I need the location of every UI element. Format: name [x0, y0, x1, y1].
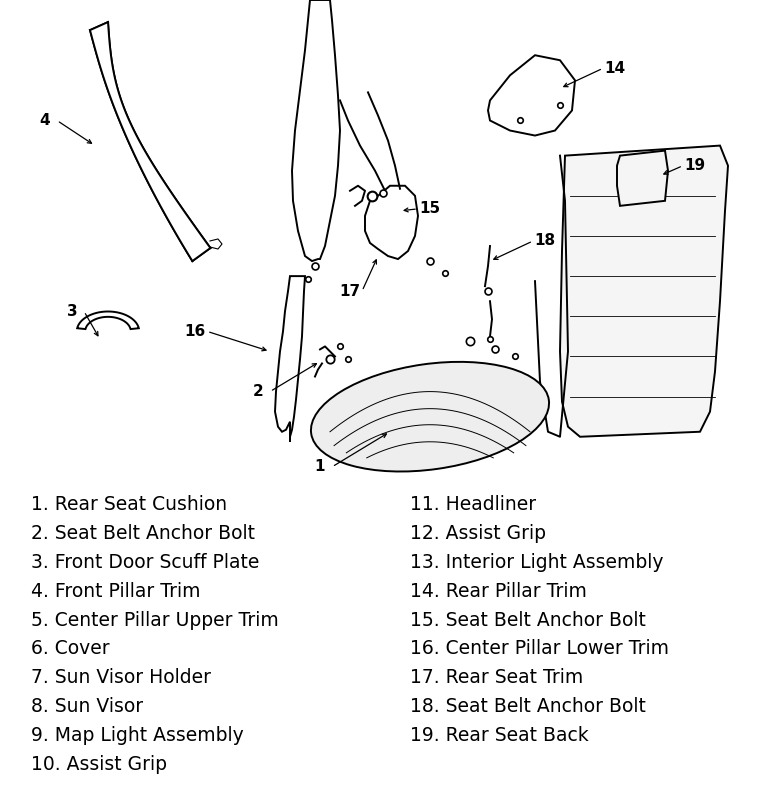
Polygon shape	[275, 276, 305, 441]
Text: 9. Map Light Assembly: 9. Map Light Assembly	[31, 726, 243, 745]
Text: 17: 17	[339, 284, 360, 299]
Text: 7. Sun Visor Holder: 7. Sun Visor Holder	[31, 668, 211, 687]
Text: 4: 4	[39, 113, 50, 128]
Text: 15. Seat Belt Anchor Bolt: 15. Seat Belt Anchor Bolt	[410, 611, 645, 629]
Text: 15: 15	[420, 202, 441, 216]
Text: 19. Rear Seat Back: 19. Rear Seat Back	[410, 726, 588, 745]
Text: 3. Front Door Scuff Plate: 3. Front Door Scuff Plate	[31, 552, 259, 572]
Polygon shape	[617, 151, 668, 206]
Text: 10. Assist Grip: 10. Assist Grip	[31, 755, 167, 774]
Polygon shape	[292, 0, 340, 261]
Text: 16: 16	[185, 324, 206, 339]
Text: 1: 1	[315, 459, 325, 475]
Text: 5. Center Pillar Upper Trim: 5. Center Pillar Upper Trim	[31, 611, 279, 629]
Text: 6. Cover: 6. Cover	[31, 639, 110, 659]
Text: 4. Front Pillar Trim: 4. Front Pillar Trim	[31, 582, 200, 601]
Text: 2: 2	[253, 384, 264, 399]
Text: 8. Sun Visor: 8. Sun Visor	[31, 697, 143, 716]
Text: 18: 18	[534, 233, 556, 249]
Ellipse shape	[311, 362, 549, 471]
Polygon shape	[90, 22, 210, 261]
Text: 18. Seat Belt Anchor Bolt: 18. Seat Belt Anchor Bolt	[410, 697, 645, 716]
Text: 14. Rear Pillar Trim: 14. Rear Pillar Trim	[410, 582, 587, 601]
Text: 11. Headliner: 11. Headliner	[410, 495, 536, 514]
Polygon shape	[488, 55, 575, 135]
Text: 1. Rear Seat Cushion: 1. Rear Seat Cushion	[31, 495, 227, 514]
Text: 13. Interior Light Assembly: 13. Interior Light Assembly	[410, 552, 663, 572]
Polygon shape	[365, 185, 418, 259]
Text: 19: 19	[684, 158, 706, 173]
Text: 17. Rear Seat Trim: 17. Rear Seat Trim	[410, 668, 583, 687]
Polygon shape	[77, 312, 139, 329]
Polygon shape	[560, 146, 728, 437]
Text: 16. Center Pillar Lower Trim: 16. Center Pillar Lower Trim	[410, 639, 669, 659]
Text: 14: 14	[604, 61, 625, 76]
Text: 3: 3	[66, 304, 77, 319]
Text: 2. Seat Belt Anchor Bolt: 2. Seat Belt Anchor Bolt	[31, 524, 255, 543]
Text: 12. Assist Grip: 12. Assist Grip	[410, 524, 546, 543]
